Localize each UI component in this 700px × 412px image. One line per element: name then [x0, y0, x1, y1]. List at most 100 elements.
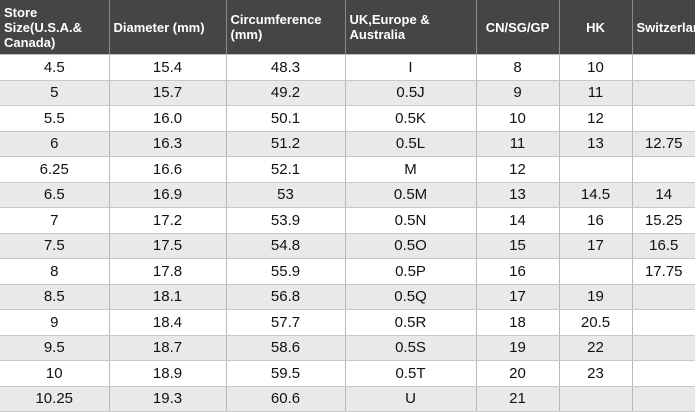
table-row: 7 17.2 53.9 0.5N 14 16 15.25	[0, 207, 695, 234]
uk-size-cell: 0.5P	[344, 258, 476, 285]
table-row: 5 15.7 49.2 0.5J 9 11	[0, 80, 695, 106]
store-size-cell: 10	[0, 360, 109, 387]
store-size-cell: 8	[0, 258, 109, 285]
cn-size-cell: 13	[475, 182, 559, 208]
circumference-cell: 53.9	[225, 207, 345, 234]
cn-sg-gp-header: CN/SG/GP	[475, 0, 559, 55]
switzerland-size-cell: 16.5	[631, 233, 695, 259]
uk-size-cell: M	[344, 156, 476, 183]
store-size-cell: 9	[0, 309, 109, 336]
diameter-cell: 16.0	[108, 105, 226, 132]
store-size-cell: 8.5	[0, 284, 109, 310]
diameter-cell: 17.5	[108, 233, 226, 259]
uk-size-cell: 0.5S	[344, 335, 476, 361]
uk-size-cell: 0.5L	[344, 131, 476, 157]
table-row: 9 18.4 57.7 0.5R 18 20.5	[0, 309, 695, 336]
hk-size-cell: 17	[558, 233, 632, 259]
circumference-cell: 52.1	[225, 156, 345, 183]
circumference-cell: 54.8	[225, 233, 345, 259]
cn-size-cell: 12	[475, 156, 559, 183]
table-row: 6.5 16.9 53 0.5M 13 14.5 14	[0, 182, 695, 208]
table-row: 6.25 16.6 52.1 M 12	[0, 156, 695, 183]
cn-size-cell: 8	[475, 54, 559, 81]
store-size-cell: 7.5	[0, 233, 109, 259]
table-row: 8.5 18.1 56.8 0.5Q 17 19	[0, 284, 695, 310]
switzerland-size-cell	[631, 54, 695, 81]
circumference-cell: 58.6	[225, 335, 345, 361]
circumference-cell: 50.1	[225, 105, 345, 132]
hk-size-cell: 12	[558, 105, 632, 132]
hk-size-cell: 16	[558, 207, 632, 234]
uk-size-cell: 0.5N	[344, 207, 476, 234]
switzerland-size-cell	[631, 360, 695, 387]
store-size-cell: 5	[0, 80, 109, 106]
store-size-cell: 6.5	[0, 182, 109, 208]
switzerland-size-cell: 15.25	[631, 207, 695, 234]
uk-size-cell: 0.5J	[344, 80, 476, 106]
diameter-cell: 15.4	[108, 54, 226, 81]
hk-size-cell: 14.5	[558, 182, 632, 208]
hk-size-cell	[558, 156, 632, 183]
circumference-cell: 51.2	[225, 131, 345, 157]
cn-size-cell: 10	[475, 105, 559, 132]
circumference-cell: 53	[225, 182, 345, 208]
hk-size-cell: 13	[558, 131, 632, 157]
switzerland-size-cell	[631, 105, 695, 132]
diameter-cell: 18.1	[108, 284, 226, 310]
diameter-cell: 17.2	[108, 207, 226, 234]
cn-size-cell: 20	[475, 360, 559, 387]
table-row: 5.5 16.0 50.1 0.5K 10 12	[0, 105, 695, 132]
uk-size-cell: 0.5M	[344, 182, 476, 208]
diameter-header: Diameter (mm)	[108, 0, 226, 55]
cn-size-cell: 15	[475, 233, 559, 259]
table-row: 10 18.9 59.5 0.5T 20 23	[0, 360, 695, 387]
cn-size-cell: 11	[475, 131, 559, 157]
table-body: 4.5 15.4 48.3 I 8 10 5 15.7 49.2 0.5J 9 11 5.5 16.0 50…	[0, 54, 695, 412]
diameter-cell: 16.9	[108, 182, 226, 208]
switzerland-size-cell	[631, 335, 695, 361]
switzerland-size-cell	[631, 309, 695, 336]
store-size-cell: 6.25	[0, 156, 109, 183]
uk-size-cell: 0.5T	[344, 360, 476, 387]
cn-size-cell: 14	[475, 207, 559, 234]
circumference-cell: 48.3	[225, 54, 345, 81]
diameter-cell: 15.7	[108, 80, 226, 106]
switzerland-size-cell: 14	[631, 182, 695, 208]
circumference-header: Circumference (mm)	[225, 0, 345, 55]
switzerland-header: Switzerland	[631, 0, 700, 55]
store-size-cell: 4.5	[0, 54, 109, 81]
header-row: Store Size(U.S.A.& Canada) Diameter (mm)…	[0, 0, 700, 55]
diameter-cell: 18.4	[108, 309, 226, 336]
diameter-cell: 18.7	[108, 335, 226, 361]
store-size-header: Store Size(U.S.A.& Canada)	[0, 0, 109, 55]
circumference-cell: 56.8	[225, 284, 345, 310]
store-size-cell: 9.5	[0, 335, 109, 361]
hk-header: HK	[558, 0, 632, 55]
hk-size-cell: 11	[558, 80, 632, 106]
hk-size-cell	[558, 258, 632, 285]
hk-size-cell: 19	[558, 284, 632, 310]
uk-size-cell: 0.5K	[344, 105, 476, 132]
table-row: 6 16.3 51.2 0.5L 11 13 12.75	[0, 131, 695, 157]
circumference-cell: 57.7	[225, 309, 345, 336]
cn-size-cell: 19	[475, 335, 559, 361]
switzerland-size-cell: 17.75	[631, 258, 695, 285]
diameter-cell: 16.3	[108, 131, 226, 157]
switzerland-size-cell	[631, 284, 695, 310]
circumference-cell: 49.2	[225, 80, 345, 106]
cn-size-cell: 17	[475, 284, 559, 310]
store-size-cell: 7	[0, 207, 109, 234]
switzerland-size-cell: 12.75	[631, 131, 695, 157]
hk-size-cell: 20.5	[558, 309, 632, 336]
circumference-cell: 59.5	[225, 360, 345, 387]
table-row: 9.5 18.7 58.6 0.5S 19 22	[0, 335, 695, 361]
cn-size-cell: 9	[475, 80, 559, 106]
uk-size-cell: 0.5Q	[344, 284, 476, 310]
table-row: 8 17.8 55.9 0.5P 16 17.75	[0, 258, 695, 285]
circumference-cell: 55.9	[225, 258, 345, 285]
hk-size-cell: 10	[558, 54, 632, 81]
uk-europe-australia-header: UK,Europe & Australia	[344, 0, 476, 55]
switzerland-size-cell	[631, 156, 695, 183]
